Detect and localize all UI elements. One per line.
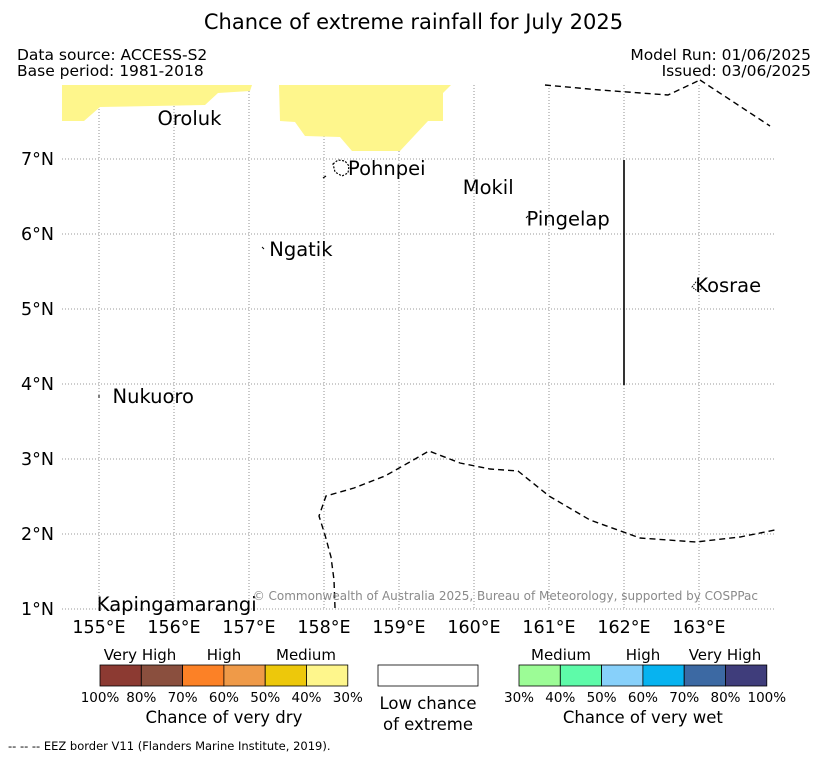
base-period-label: Base period: 1981-2018 [17, 62, 204, 80]
wet-tick-label: 40% [545, 690, 575, 706]
dry-band-label: Medium [276, 646, 336, 664]
lon-tick-label: 158°E [297, 618, 350, 638]
dry-tick-label: 40% [291, 690, 321, 706]
lon-tick-label: 156°E [147, 618, 200, 638]
wet-swatch-5 [725, 664, 768, 687]
dry-tick-label: 80% [126, 690, 156, 706]
place-labels: Oroluk Pohnpei Mokil Pingelap Ngatik Kosrae Nu… [97, 107, 761, 616]
ngatik-islet [261, 246, 265, 250]
kosrae-island [691, 281, 703, 291]
wet-swatch-2 [601, 664, 644, 687]
lon-tick-label: 162°E [597, 618, 650, 638]
wet-tick-label: 30% [504, 690, 534, 706]
wet-tick-label: 50% [587, 690, 617, 706]
wet-tick-label: 100% [747, 690, 786, 706]
wet-swatch-3 [642, 664, 685, 687]
dry-area-patch [365, 85, 395, 93]
place-label-ngatik: Ngatik [269, 238, 333, 261]
dry-swatch-2 [182, 664, 225, 687]
eez-border-south [318, 450, 776, 609]
dry-swatch-1 [140, 664, 184, 687]
wet-legend-title: Chance of very wet [563, 708, 724, 727]
pingelap-islet [525, 215, 529, 219]
wet-tick-label: 80% [710, 690, 740, 706]
dry-tick-label: 30% [333, 690, 363, 706]
map-grid [62, 85, 775, 610]
lon-tick-label: 161°E [522, 618, 575, 638]
lon-tick-label: 163°E [672, 618, 725, 638]
dry-swatch-4 [264, 664, 307, 687]
wet-swatch-4 [683, 664, 726, 687]
issued-label: Issued: 03/06/2025 [661, 62, 811, 80]
dry-legend-title: Chance of very dry [145, 708, 302, 727]
dry-swatch-0 [99, 664, 142, 687]
wet-band-label: High [626, 646, 660, 664]
model-run-label: Model Run: 01/06/2025 [630, 46, 811, 64]
dry-area-central [279, 85, 451, 151]
dry-band-label: High [207, 646, 241, 664]
dry-band-label: Very High [104, 646, 177, 664]
dry-swatch-5 [306, 664, 349, 687]
dry-area-west [62, 85, 252, 121]
place-label-kosrae: Kosrae [695, 274, 761, 297]
dry-tick-label: 50% [250, 690, 280, 706]
data-source-label: Data source: ACCESS-S2 [17, 46, 208, 64]
legend: 100% 80% 70% 60% 50% 40% 30% Very High High Mediu… [81, 646, 787, 734]
place-label-pingelap: Pingelap [527, 207, 610, 230]
pohnpei-island [332, 159, 350, 177]
place-label-kapingamarangi: Kapingamarangi [97, 593, 257, 616]
copyright-text: © Commonwealth of Australia 2025, Bureau… [253, 589, 758, 603]
latitude-tick-labels: 1°N 2°N 3°N 4°N 5°N 6°N 7°N [21, 150, 54, 620]
eez-source-note: -- -- -- EEZ border V11 (Flanders Marine… [8, 739, 331, 753]
lat-tick-label: 3°N [21, 450, 54, 470]
lat-tick-label: 1°N [21, 600, 54, 620]
low-chance-title-line1: Low chance [379, 694, 476, 713]
eez-border-north [544, 79, 771, 127]
lat-tick-label: 7°N [21, 150, 54, 170]
dry-tick-label: 100% [81, 690, 120, 706]
longitude-tick-labels: 155°E 156°E 157°E 158°E 159°E 160°E 161°E 162°E… [72, 618, 725, 638]
lat-tick-label: 6°N [21, 225, 54, 245]
wet-swatch-0 [518, 664, 561, 687]
page-title: Chance of extreme rainfall for July 2025 [203, 10, 624, 34]
wet-band-label: Very High [689, 646, 762, 664]
pohnpei-islet [322, 175, 327, 179]
low-chance-title-line2: of extreme [383, 715, 473, 734]
lon-tick-label: 155°E [72, 618, 125, 638]
dry-swatch-3 [223, 664, 266, 687]
wet-swatch-1 [559, 664, 602, 687]
lon-tick-label: 157°E [222, 618, 275, 638]
place-label-oroluk: Oroluk [158, 107, 223, 130]
place-label-pohnpei: Pohnpei [348, 157, 426, 180]
lat-tick-label: 2°N [21, 525, 54, 545]
dry-tick-label: 70% [168, 690, 198, 706]
place-label-mokil: Mokil [463, 176, 514, 199]
place-label-nukuoro: Nukuoro [113, 385, 194, 408]
dry-tick-label: 60% [209, 690, 239, 706]
lat-tick-label: 4°N [21, 375, 54, 395]
lat-tick-label: 5°N [21, 300, 54, 320]
wet-tick-label: 60% [628, 690, 658, 706]
lon-tick-label: 160°E [447, 618, 500, 638]
low-chance-swatch [377, 664, 479, 687]
wet-band-label: Medium [531, 646, 591, 664]
lon-tick-label: 159°E [372, 618, 425, 638]
wet-tick-label: 70% [669, 690, 699, 706]
